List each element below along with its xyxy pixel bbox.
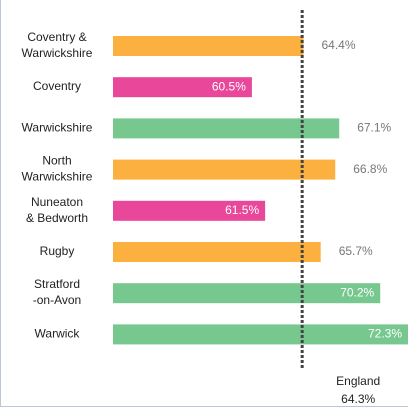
y-tick-label: Warwickshire (22, 121, 93, 135)
bar (113, 283, 381, 304)
y-tick-label: Warwick (35, 327, 81, 341)
bar (113, 77, 252, 98)
value-label: 65.7% (339, 244, 373, 258)
y-tick-label-line: Warwickshire (22, 121, 93, 135)
y-tick-label-line: Warwick (35, 327, 81, 341)
y-tick-label-line: Nuneaton (31, 195, 83, 209)
y-tick-label-line: Coventry & (27, 30, 86, 44)
bar (113, 242, 321, 262)
y-tick-label-line: Coventry (33, 79, 81, 93)
y-tick-label-line: Rugby (40, 244, 75, 258)
value-label: 70.2% (340, 285, 374, 299)
y-tick-label: Stratford -on-Avon (33, 277, 81, 307)
bar (113, 118, 340, 139)
value-label: 67.1% (357, 121, 391, 135)
y-tick-label: Coventry & Warwickshire (22, 30, 93, 60)
value-label: 64.4% (321, 38, 355, 52)
value-label: 61.5% (225, 203, 259, 217)
y-tick-label-line: & Bedworth (26, 211, 88, 225)
y-tick-label-line: Stratford (34, 277, 80, 291)
y-tick-label-line: Warwickshire (22, 46, 93, 60)
y-tick-label: Coventry (33, 79, 81, 93)
value-label: 66.8% (353, 162, 387, 176)
bar (113, 324, 408, 345)
y-tick-label: North Warwickshire (22, 154, 93, 184)
reference-label: 64.3% (341, 392, 375, 406)
value-label: 60.5% (212, 79, 246, 93)
y-tick-label-line: Warwickshire (22, 170, 93, 184)
y-tick-label: Rugby (40, 244, 75, 258)
y-tick-label-line: North (42, 154, 71, 168)
value-label: 72.3% (368, 327, 402, 341)
bar (113, 200, 266, 221)
y-tick-label: Nuneaton & Bedworth (26, 195, 88, 225)
bar (113, 36, 304, 56)
y-tick-label-line: -on-Avon (33, 293, 81, 307)
bar (113, 159, 336, 180)
reference-name: England (336, 374, 380, 388)
